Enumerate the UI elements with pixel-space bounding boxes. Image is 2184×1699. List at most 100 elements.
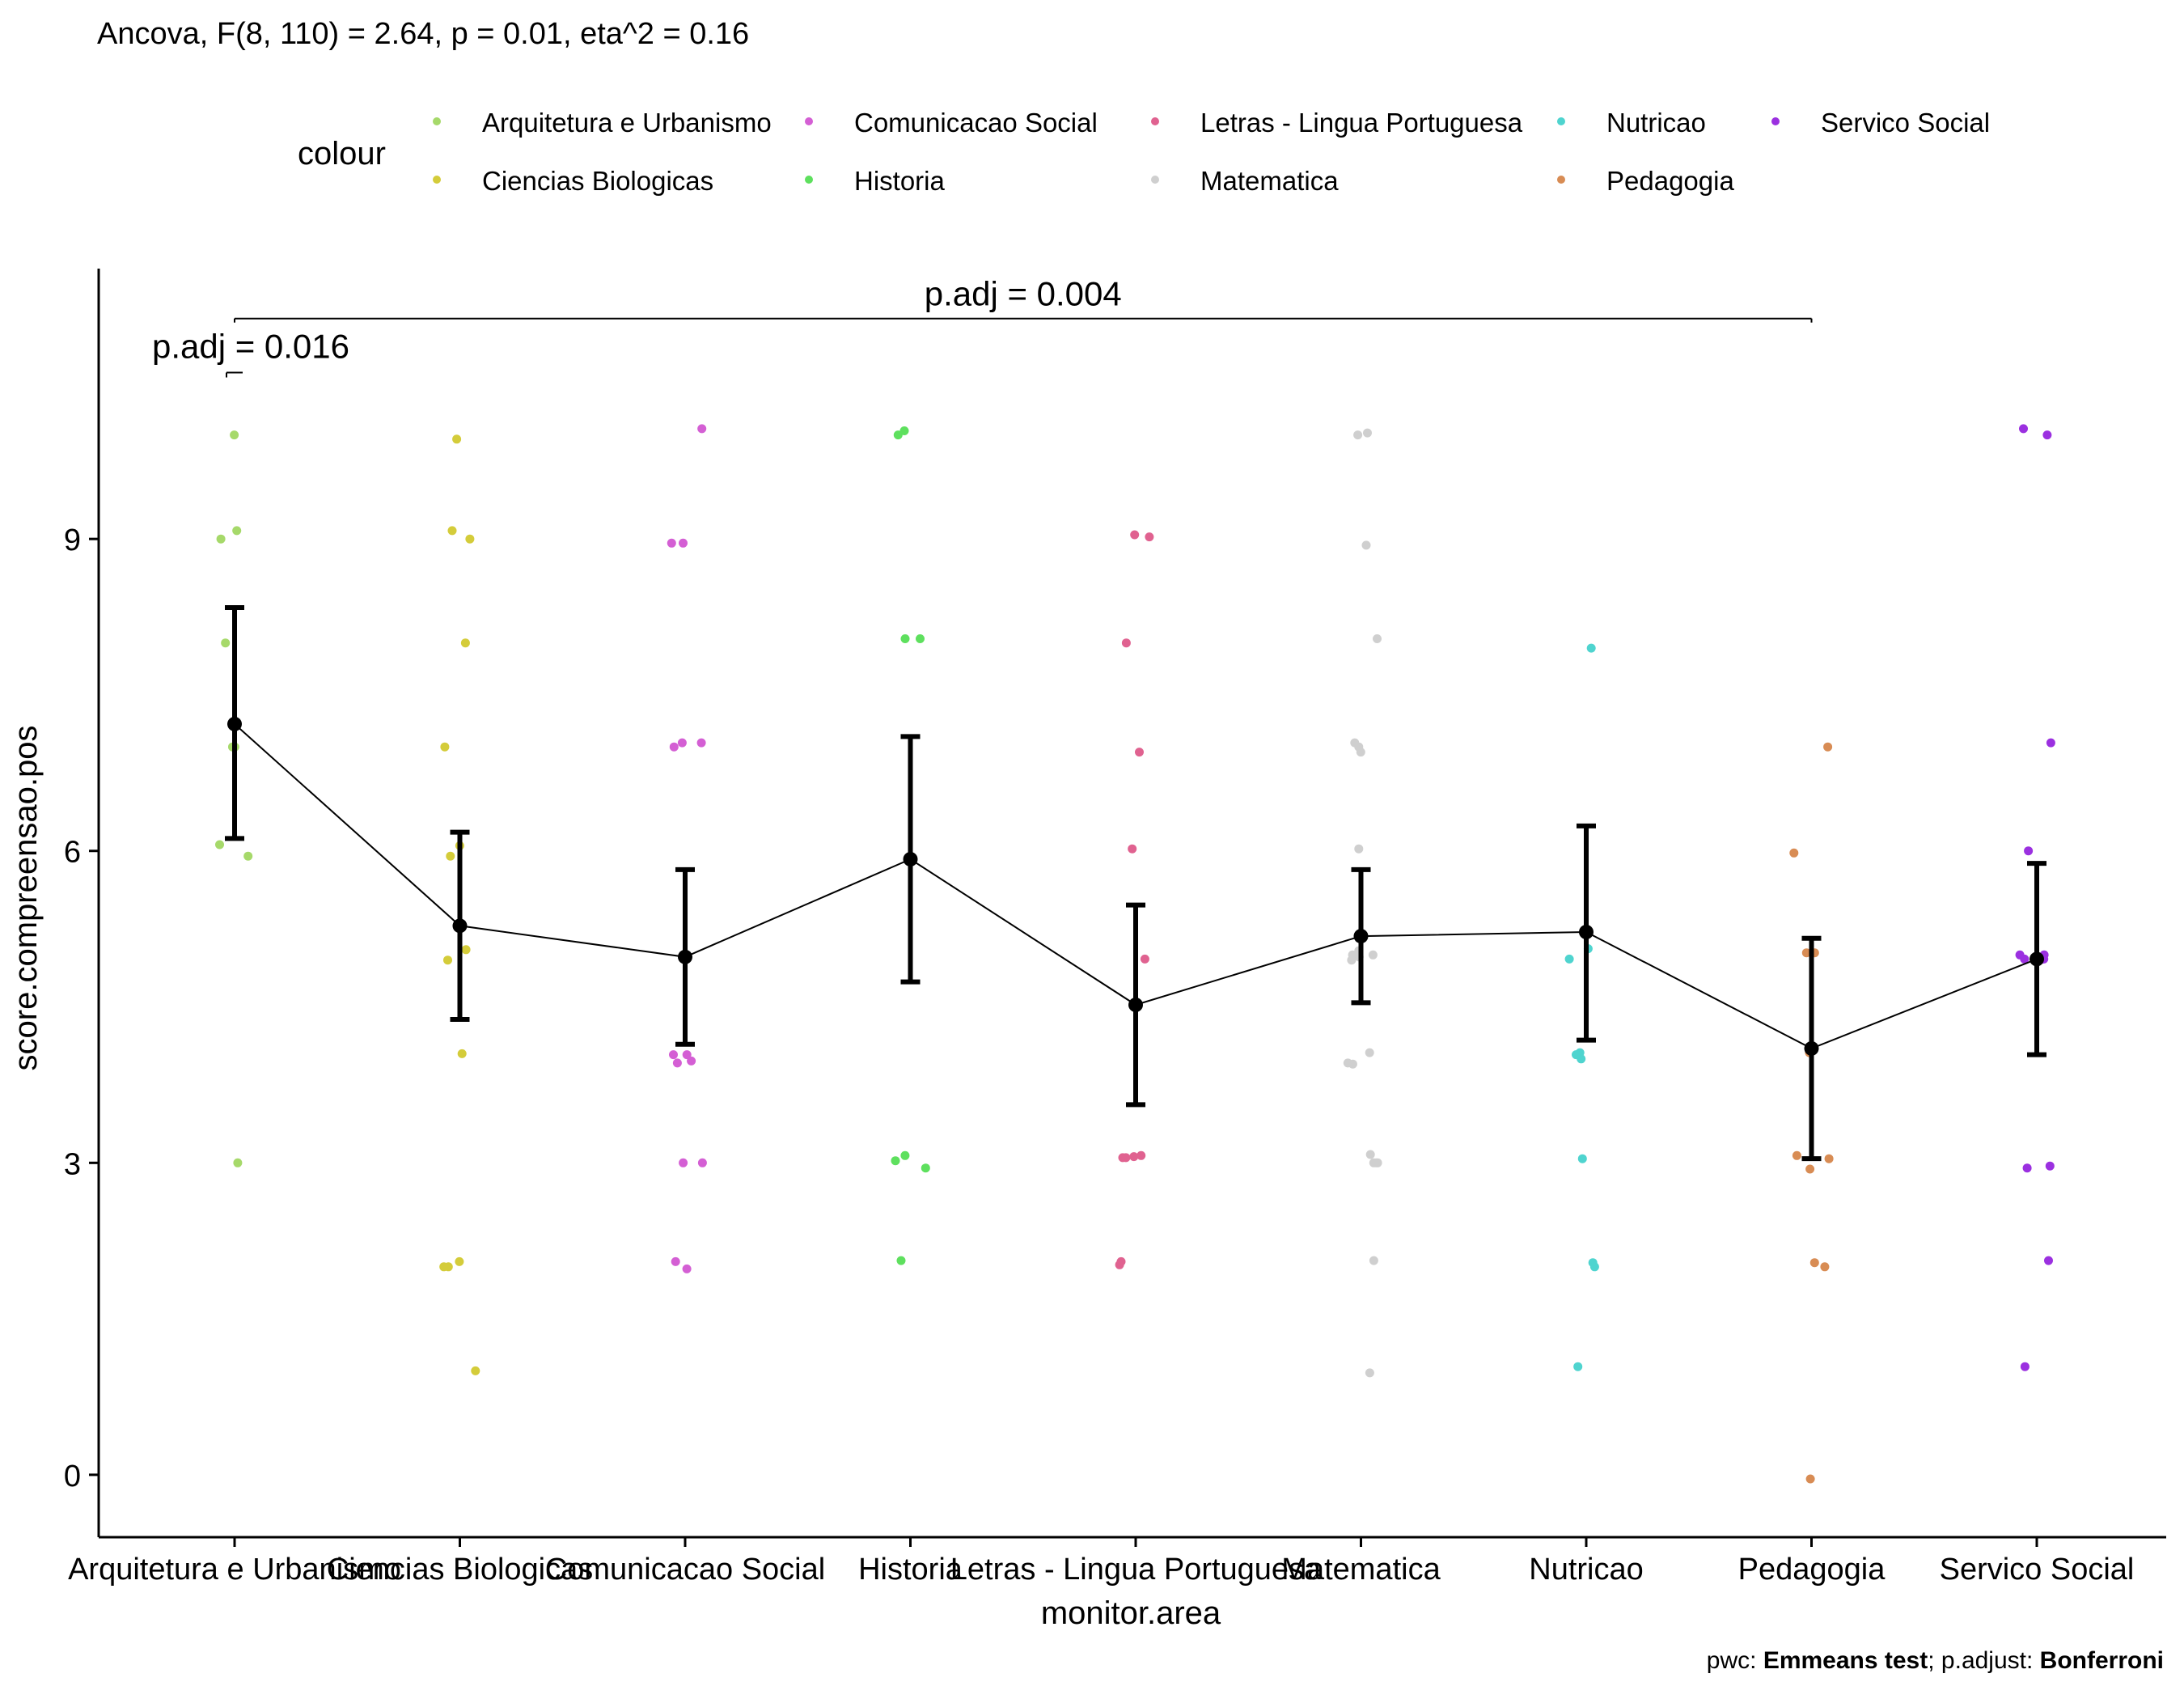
data-point <box>1577 1154 1587 1163</box>
legend-key <box>1151 117 1159 125</box>
x-tick-label: Historia <box>858 1553 963 1587</box>
data-point <box>916 634 925 643</box>
x-tick-label: Servico Social <box>1940 1553 2135 1587</box>
data-point <box>2020 1362 2030 1371</box>
data-point <box>891 1156 900 1166</box>
data-point <box>921 1163 930 1173</box>
data-point <box>2045 1161 2055 1171</box>
data-point <box>1361 540 1371 550</box>
legend-label: Comunicacao Social <box>854 108 1098 138</box>
legend-key <box>433 176 441 184</box>
data-point <box>1365 1048 1374 1057</box>
y-tick-label: 3 <box>64 1147 81 1181</box>
data-point <box>697 1158 707 1167</box>
data-point <box>460 638 470 648</box>
jitter-points <box>215 424 2055 1484</box>
legend-key <box>1151 176 1159 184</box>
data-point <box>1363 428 1372 438</box>
data-point <box>230 430 239 440</box>
data-point <box>1586 643 1596 653</box>
data-point <box>1564 954 1574 964</box>
bracket: p.adj = 0.004 <box>234 275 1813 323</box>
data-point <box>1792 1150 1801 1160</box>
data-point <box>1809 1258 1819 1268</box>
legend: colour Arquitetura e Urbanismo Ciencias B… <box>298 108 1990 196</box>
data-point <box>243 851 253 861</box>
legend-label: Servico Social <box>1821 108 1990 138</box>
data-point <box>457 1049 467 1058</box>
x-tick-label: Pedagogia <box>1738 1553 1886 1587</box>
data-point <box>443 955 452 965</box>
mean-point <box>1804 1040 1819 1056</box>
mean-point <box>1128 998 1143 1012</box>
data-point <box>1121 1153 1131 1163</box>
data-point <box>669 1050 678 1060</box>
legend-key <box>1771 117 1780 125</box>
data-point <box>1145 532 1154 542</box>
data-point <box>687 1056 696 1066</box>
data-point <box>682 1264 692 1273</box>
x-axis-title: monitor.area <box>1041 1595 1221 1631</box>
caption-sep: ; p.adjust: <box>1928 1647 2039 1674</box>
legend-key <box>1557 117 1565 125</box>
data-point <box>682 1050 692 1060</box>
data-point <box>1824 1154 1834 1163</box>
data-point <box>1121 638 1131 648</box>
data-point <box>2020 954 2030 964</box>
data-point <box>1356 748 1365 757</box>
significance-brackets: p.adj = 0.004 p.adj = 0.016 <box>152 275 1813 378</box>
data-point <box>216 534 226 544</box>
legend-key <box>805 176 813 184</box>
data-point <box>2044 1256 2053 1265</box>
data-point <box>452 434 462 444</box>
data-point <box>439 1262 449 1272</box>
legend-label: Pedagogia <box>1606 166 1734 196</box>
data-point <box>1368 950 1378 960</box>
y-tick-label: 6 <box>64 836 81 870</box>
data-point <box>677 738 687 748</box>
data-point <box>465 534 475 544</box>
data-point <box>1136 1150 1146 1160</box>
data-point <box>1572 1050 1581 1060</box>
data-point <box>1354 844 1364 854</box>
data-point <box>1365 1368 1374 1378</box>
data-point <box>1589 1262 1599 1272</box>
mean-point <box>2030 951 2044 967</box>
data-point <box>2022 1163 2032 1173</box>
data-point <box>1801 948 1811 958</box>
y-tick-label: 0 <box>64 1460 81 1494</box>
data-point <box>1371 1158 1381 1167</box>
data-point <box>471 1366 480 1375</box>
data-point <box>1789 848 1799 858</box>
y-axis: 0 3 6 9 <box>64 269 100 1537</box>
data-point <box>900 634 910 643</box>
data-point <box>679 1158 688 1167</box>
data-point <box>2042 430 2052 440</box>
data-point <box>1805 1164 1815 1174</box>
data-point <box>221 638 231 648</box>
data-point <box>461 945 471 955</box>
legend-label: Letras - Lingua Portuguesa <box>1200 108 1523 138</box>
x-tick-label: Letras - Lingua Portuguesa <box>950 1553 1322 1587</box>
mean-points <box>227 716 2044 1056</box>
data-point <box>679 538 688 548</box>
data-point <box>232 526 242 536</box>
bracket: p.adj = 0.016 <box>152 328 349 378</box>
legend-label: Matematica <box>1200 166 1339 196</box>
legend-label: Arquitetura e Urbanismo <box>482 108 772 138</box>
data-point <box>697 424 707 434</box>
data-point <box>667 538 676 548</box>
error-bars <box>225 604 2046 1162</box>
data-point <box>1369 1256 1378 1265</box>
data-point <box>1823 742 1833 752</box>
data-point <box>1365 1150 1375 1159</box>
data-point <box>233 1158 243 1167</box>
data-point <box>669 742 679 752</box>
mean-point <box>227 716 242 731</box>
x-tick-label: Matematica <box>1281 1553 1441 1587</box>
data-point <box>900 1150 910 1160</box>
data-point <box>1348 1059 1357 1069</box>
legend-key <box>433 117 441 125</box>
